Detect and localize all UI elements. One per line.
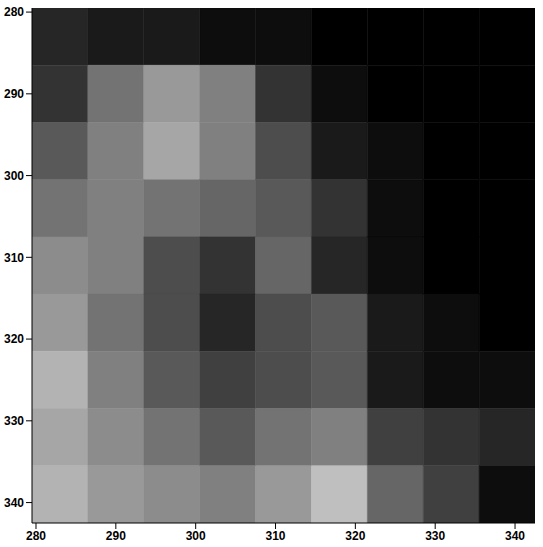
svg-text:340: 340 (4, 496, 24, 510)
svg-text:300: 300 (186, 529, 206, 543)
svg-text:310: 310 (266, 529, 286, 543)
svg-text:310: 310 (4, 251, 24, 265)
svg-text:320: 320 (4, 332, 24, 346)
svg-text:300: 300 (4, 169, 24, 183)
svg-text:280: 280 (26, 529, 46, 543)
svg-text:290: 290 (106, 529, 126, 543)
svg-text:280: 280 (4, 5, 24, 19)
svg-text:290: 290 (4, 87, 24, 101)
svg-text:330: 330 (425, 529, 445, 543)
svg-text:340: 340 (505, 529, 525, 543)
svg-text:330: 330 (4, 414, 24, 428)
svg-text:320: 320 (345, 529, 365, 543)
